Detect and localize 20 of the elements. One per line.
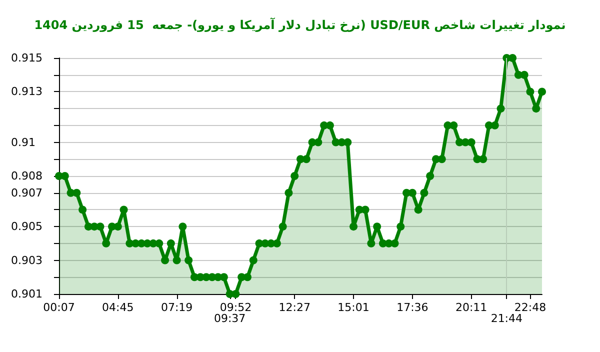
x-tick-label: 09:37 (214, 312, 246, 325)
x-tick-label: 12:27 (278, 301, 310, 314)
y-tick-label: 0.915 (11, 52, 42, 64)
x-tick-label: 22:48 (514, 301, 546, 314)
y-tick-label: 0.908 (11, 170, 42, 182)
x-tick-label: 20:11 (455, 301, 488, 314)
x-tick-label: 00:07 (43, 301, 75, 314)
y-tick-label: 0.91 (11, 136, 36, 149)
x-tick-label: 15:01 (338, 301, 370, 314)
y-tick-label: 0.907 (11, 186, 42, 200)
x-tick-label: 09:52 (220, 301, 252, 314)
y-tick-label: 0.905 (11, 220, 42, 234)
x-tick-label: 07:19 (160, 301, 193, 314)
chart-title: نمودار تغییرات شاخص USD/EUR (نرخ تبادل دلار آمریکا و یورو)- جمعه 15 فروردین 1404 (34, 17, 566, 32)
x-tick-label: 17:36 (396, 301, 428, 314)
x-tick-label: 21:44 (490, 312, 523, 325)
y-tick-label: 0.913 (11, 85, 42, 98)
x-tick-label: 04:45 (102, 301, 134, 314)
y-tick-label: 0.901 (11, 288, 42, 300)
y-tick-label: 0.903 (11, 254, 42, 267)
